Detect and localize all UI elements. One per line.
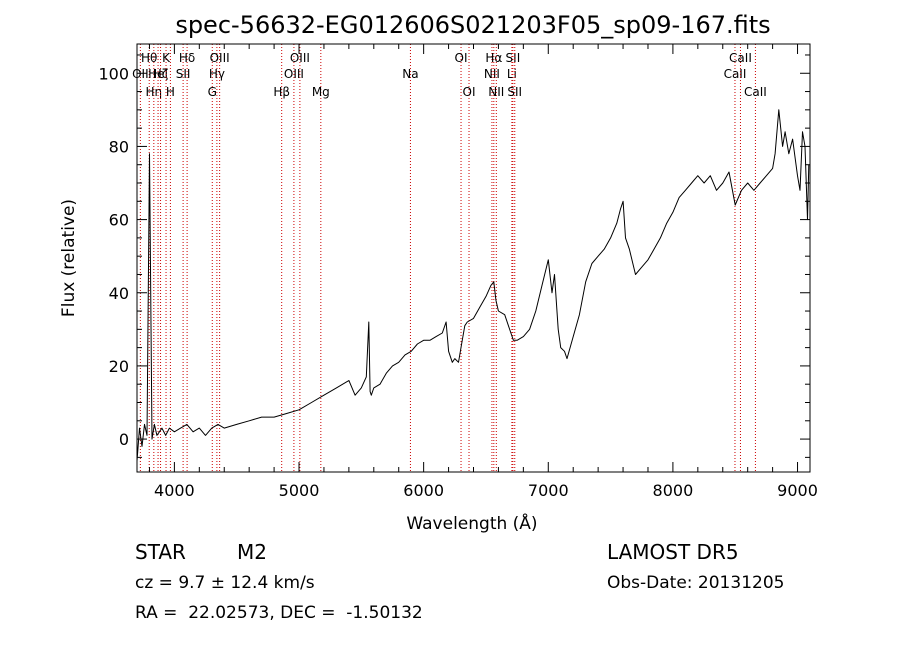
x-tick-label: 9000 bbox=[777, 481, 818, 500]
x-tick-label: 7000 bbox=[528, 481, 569, 500]
line-marker-label: OI bbox=[463, 85, 476, 99]
y-tick-label: 100 bbox=[98, 64, 129, 83]
coordinates: RA = 22.02573, DEC = -1.50132 bbox=[135, 603, 423, 623]
obs-date: Obs-Date: 20131205 bbox=[607, 573, 785, 593]
line-marker-label: OIII bbox=[290, 51, 310, 65]
line-marker-label: SII bbox=[507, 85, 522, 99]
line-marker-label: SII bbox=[506, 51, 521, 65]
line-marker-label: Hγ bbox=[209, 67, 225, 81]
redshift-value: cz = 9.7 ± 12.4 km/s bbox=[135, 573, 315, 593]
line-marker-label: K bbox=[162, 51, 171, 65]
line-marker-label: NII bbox=[488, 85, 504, 99]
line-marker-label: Li bbox=[507, 67, 517, 81]
line-marker-label: OI bbox=[455, 51, 468, 65]
line-marker-label: Hζ bbox=[153, 67, 169, 81]
line-marker-label: G bbox=[208, 85, 217, 99]
x-tick-label: 8000 bbox=[653, 481, 694, 500]
y-tick-label: 80 bbox=[109, 137, 129, 156]
x-tick-label: 6000 bbox=[403, 481, 444, 500]
line-marker-label: CaII bbox=[724, 67, 747, 81]
y-tick-label: 0 bbox=[119, 430, 129, 449]
y-tick-label: 20 bbox=[109, 357, 129, 376]
line-marker-label: CaII bbox=[729, 51, 752, 65]
object-class: STAR bbox=[135, 540, 186, 564]
line-marker-label: OIII bbox=[284, 67, 304, 81]
survey-name: LAMOST DR5 bbox=[607, 540, 739, 564]
axis-ticks: 4000 5000 6000 7000 8000 9000 0 20 40 60 80 100 bbox=[98, 44, 818, 500]
line-marker-label: NII bbox=[484, 67, 500, 81]
y-axis-label: Flux (relative) bbox=[59, 199, 79, 317]
line-marker-label: Hβ bbox=[273, 85, 290, 99]
line-marker-label: CaII bbox=[744, 85, 767, 99]
line-marker-label: Hα bbox=[485, 51, 502, 65]
subclass: M2 bbox=[237, 540, 267, 564]
x-tick-label: 5000 bbox=[279, 481, 320, 500]
chart-title: spec-56632-EG012606S021203F05_sp09-167.f… bbox=[175, 11, 770, 39]
spectral-line-markers: OIIHθHηHeIHζKHSIIHδGHγOIIIHβOIIIOIIIMgNa… bbox=[132, 44, 767, 472]
plot-frame bbox=[136, 43, 811, 473]
line-marker-label: Hη bbox=[146, 85, 163, 99]
line-marker-label: OII bbox=[132, 67, 149, 81]
line-marker-label: OIII bbox=[210, 51, 230, 65]
spectrum-line bbox=[136, 109, 810, 462]
line-marker-label: HeI bbox=[148, 67, 168, 81]
line-marker-label: Mg bbox=[312, 85, 330, 99]
y-tick-label: 60 bbox=[109, 211, 129, 230]
x-axis-label: Wavelength (Å) bbox=[406, 512, 537, 534]
line-marker-label: Na bbox=[402, 67, 418, 81]
y-tick-label: 40 bbox=[109, 284, 129, 303]
line-marker-label: SII bbox=[176, 67, 191, 81]
line-marker-label: Hδ bbox=[179, 51, 195, 65]
line-marker-label: Hθ bbox=[141, 51, 157, 65]
x-tick-label: 4000 bbox=[154, 481, 195, 500]
spectrum-series bbox=[136, 109, 810, 462]
line-marker-label: H bbox=[166, 85, 175, 99]
